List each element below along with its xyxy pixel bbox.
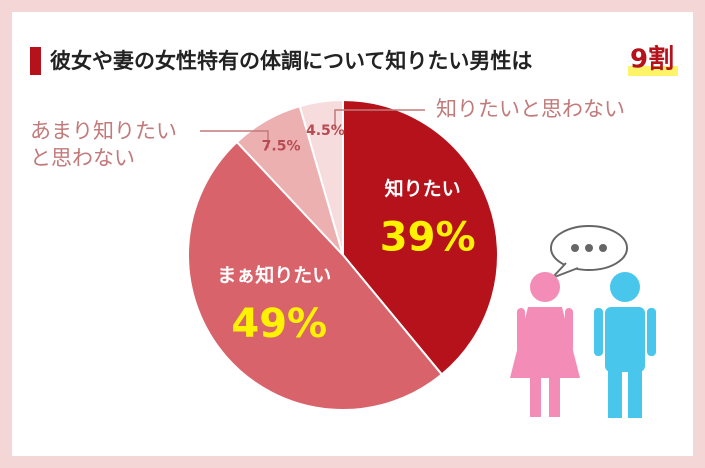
- title-marker: [30, 47, 41, 75]
- value-label: 4.5%: [306, 123, 345, 139]
- chart-title-highlight: 9割: [630, 44, 674, 75]
- value-label: 49%: [231, 301, 327, 347]
- woman-icon: [510, 272, 580, 417]
- leader-line: [200, 130, 269, 148]
- pie-slice: [342, 98, 499, 376]
- slice-label: まぁ知りたい: [217, 264, 331, 287]
- value-label: 39%: [380, 215, 476, 261]
- speech-bubble: [550, 225, 628, 279]
- highlight-bar: [628, 66, 678, 76]
- leader-line: [334, 109, 425, 128]
- pie: [187, 98, 499, 411]
- pie-slice: [187, 140, 444, 411]
- pie-slice: [298, 98, 344, 256]
- value-label: 7.5%: [262, 138, 301, 154]
- man-icon: [594, 272, 656, 418]
- slice-label: 知りたい: [385, 177, 461, 200]
- slice-label: 知りたいと思わない: [436, 97, 625, 121]
- chart-title: 彼女や妻の女性特有の体調について知りたい男性は: [50, 49, 532, 73]
- slice-label: あまり知りたいと思わない: [30, 119, 177, 170]
